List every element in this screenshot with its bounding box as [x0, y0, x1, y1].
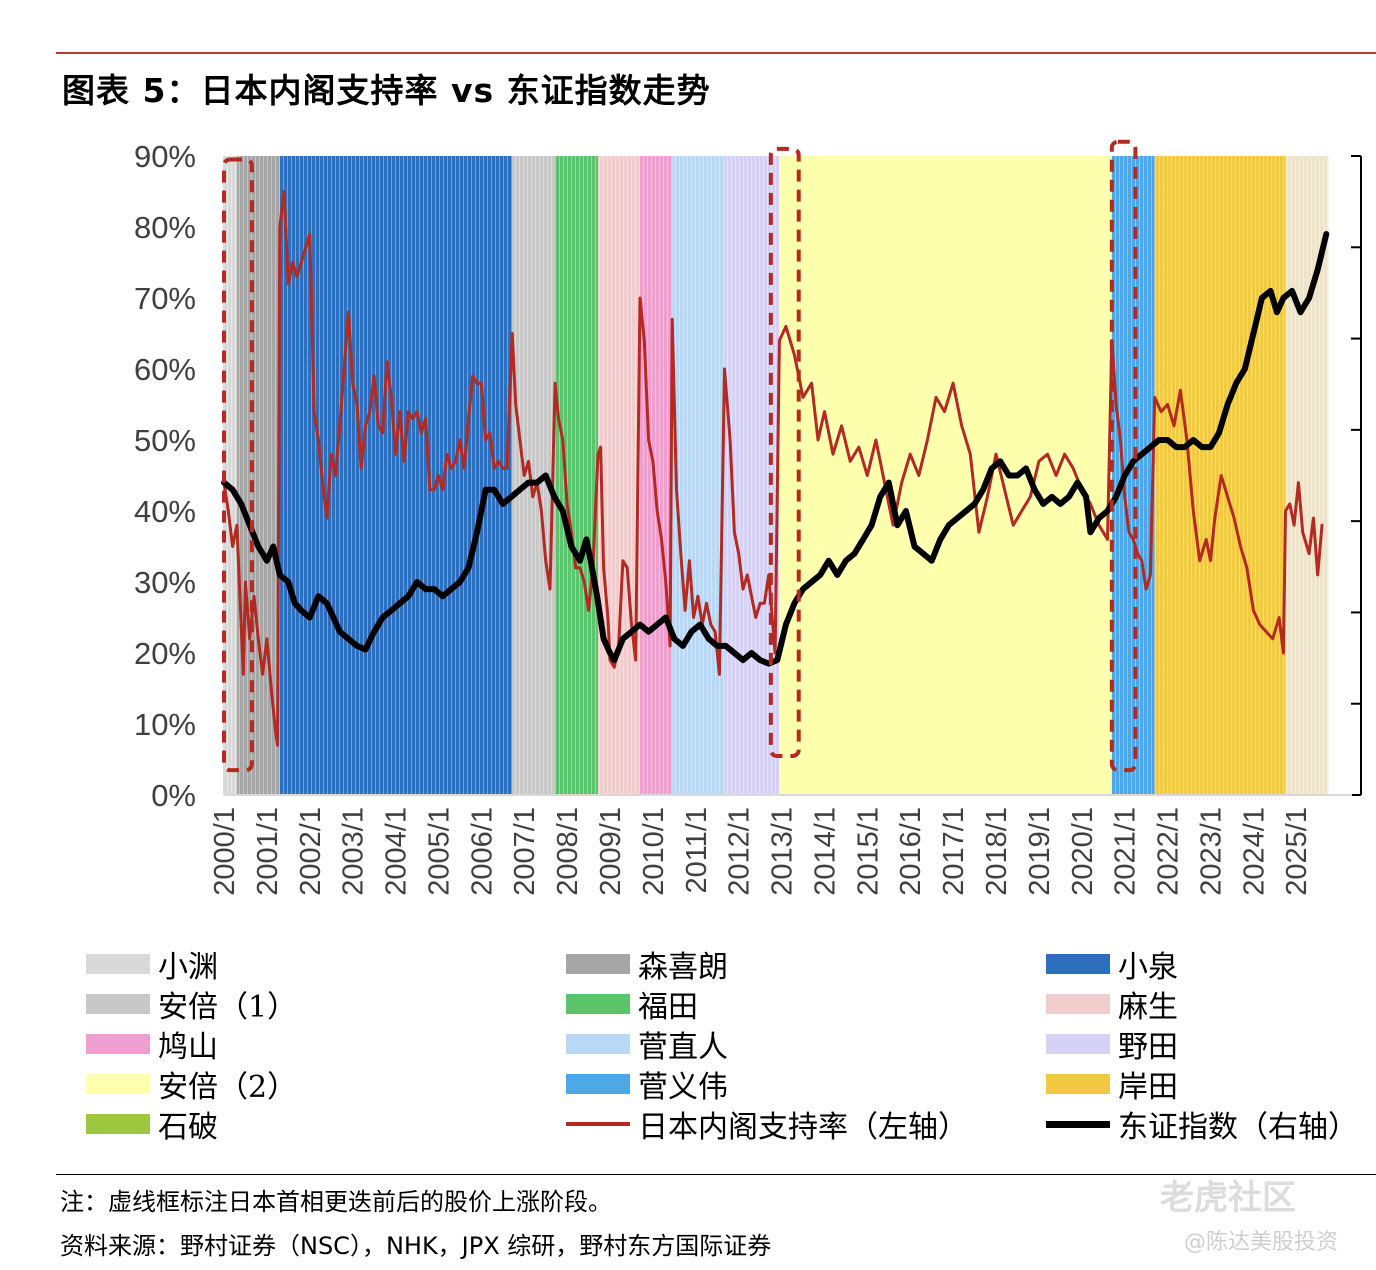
legend-swatch	[1046, 1034, 1110, 1054]
legend-label: 森喜朗	[638, 950, 728, 985]
legend-label: 安倍（1）	[158, 990, 298, 1025]
legend-item: 野田	[1046, 1024, 1178, 1065]
watermark-logo: 老虎社区	[1160, 1178, 1296, 1218]
x-tick-label: 2001/1	[252, 807, 284, 896]
y-tick-label: 90%	[134, 139, 196, 174]
source-text: 资料来源：野村证券（NSC），NHK，JPX 综研，野村东方国际证券	[60, 1232, 772, 1260]
legend-item: 东证指数（右轴）	[1046, 1104, 1358, 1145]
topix-line	[221, 231, 1330, 667]
legend-label: 小泉	[1118, 950, 1178, 985]
x-tick-label: 2021/1	[1110, 807, 1142, 896]
legend-label: 小渊	[158, 950, 218, 985]
watermark-handle: @陈达美股投资	[1184, 1230, 1339, 1255]
y-tick-label: 50%	[134, 423, 196, 458]
legend-item: 岸田	[1046, 1064, 1178, 1105]
legend-swatch	[86, 1074, 150, 1094]
legend-item: 日本内阁支持率（左轴）	[566, 1104, 968, 1145]
x-tick-label: 2003/1	[338, 807, 370, 896]
y-tick-label: 30%	[134, 565, 196, 600]
x-tick-label: 2023/1	[1195, 807, 1227, 896]
y-tick-label: 40%	[134, 494, 196, 529]
legend-label: 岸田	[1118, 1070, 1178, 1105]
x-tick-label: 2016/1	[895, 807, 927, 896]
legend-item: 鸠山	[86, 1024, 218, 1065]
x-tick-label: 2024/1	[1238, 807, 1270, 896]
legend-line-key	[1046, 1120, 1110, 1128]
approval-rate-line	[222, 190, 1324, 747]
x-tick-label: 2025/1	[1281, 807, 1313, 896]
x-tick-label: 2008/1	[552, 807, 584, 896]
legend-item: 菅直人	[566, 1024, 728, 1065]
legend-swatch	[86, 954, 150, 974]
legend-item: 菅义伟	[566, 1064, 728, 1105]
legend-item: 安倍（1）	[86, 984, 298, 1025]
x-tick-label: 2010/1	[638, 807, 670, 896]
x-tick-label: 2014/1	[809, 807, 841, 896]
highlight-dashed-box	[768, 146, 801, 758]
bottom-rule	[56, 1174, 1376, 1175]
x-tick-label: 2006/1	[466, 807, 498, 896]
y-tick-label: 60%	[134, 352, 196, 387]
x-tick-label: 2004/1	[381, 807, 413, 896]
legend-item: 福田	[566, 984, 698, 1025]
x-tick-label: 2011/1	[681, 807, 713, 894]
y-tick-label: 80%	[134, 210, 196, 245]
legend-label: 安倍（2）	[158, 1070, 298, 1105]
x-tick-label: 2007/1	[509, 807, 541, 896]
x-tick-label: 2012/1	[724, 807, 756, 896]
legend-label: 菅义伟	[638, 1070, 728, 1105]
legend-item: 安倍（2）	[86, 1064, 298, 1105]
legend-swatch	[86, 1114, 150, 1134]
legend-label: 野田	[1118, 1030, 1178, 1065]
legend: 小渊 森喜朗 小泉安倍（1） 福田 麻生鸠山 菅直人 野田安倍（2） 菅义伟 岸田石破 日本内阁支…	[0, 944, 1376, 1164]
legend-swatch	[86, 994, 150, 1014]
y-tick-label: 0%	[151, 778, 196, 813]
legend-item: 石破	[86, 1104, 218, 1145]
legend-swatch	[1046, 1074, 1110, 1094]
legend-item: 小渊	[86, 944, 218, 985]
y-tick-label: 20%	[134, 636, 196, 671]
highlight-dashed-box	[222, 157, 254, 773]
legend-label: 日本内阁支持率（左轴）	[638, 1110, 968, 1145]
y-tick-label: 70%	[134, 281, 196, 316]
x-tick-label: 2022/1	[1153, 807, 1185, 896]
x-tick-label: 2009/1	[595, 807, 627, 896]
x-tick-label: 2015/1	[852, 807, 884, 896]
x-tick-label: 2000/1	[209, 807, 241, 896]
legend-item: 麻生	[1046, 984, 1178, 1025]
note-text: 注：虚线框标注日本首相更迭前后的股价上涨阶段。	[60, 1188, 612, 1216]
legend-item: 森喜朗	[566, 944, 728, 985]
legend-swatch	[566, 994, 630, 1014]
legend-label: 鸠山	[158, 1030, 218, 1065]
legend-label: 东证指数（右轴）	[1118, 1110, 1358, 1145]
top-rule	[56, 52, 1376, 54]
x-tick-label: 2002/1	[295, 807, 327, 896]
legend-line-key	[566, 1122, 630, 1126]
x-tick-label: 2019/1	[1024, 807, 1056, 896]
legend-swatch	[1046, 994, 1110, 1014]
legend-label: 福田	[638, 990, 698, 1025]
figure-title: 图表 5：日本内阁支持率 vs 东证指数走势	[62, 71, 711, 110]
legend-swatch	[566, 954, 630, 974]
legend-label: 菅直人	[638, 1030, 728, 1065]
legend-item: 小泉	[1046, 944, 1178, 985]
legend-swatch	[1046, 954, 1110, 974]
legend-label: 石破	[158, 1110, 218, 1145]
legend-swatch	[86, 1034, 150, 1054]
x-tick-label: 2013/1	[767, 807, 799, 896]
x-tick-label: 2020/1	[1067, 807, 1099, 896]
legend-swatch	[566, 1074, 630, 1094]
x-tick-label: 2018/1	[981, 807, 1013, 896]
x-tick-label: 2005/1	[423, 807, 455, 896]
legend-label: 麻生	[1118, 990, 1178, 1025]
legend-swatch	[566, 1034, 630, 1054]
highlight-dashed-box	[1109, 139, 1138, 773]
chart: 0% 10% 20% 30% 40% 50% 60% 70% 80% 90% 2000/1 2001/…	[134, 139, 1362, 896]
y-tick-label: 10%	[134, 707, 196, 742]
x-tick-label: 2017/1	[938, 807, 970, 896]
